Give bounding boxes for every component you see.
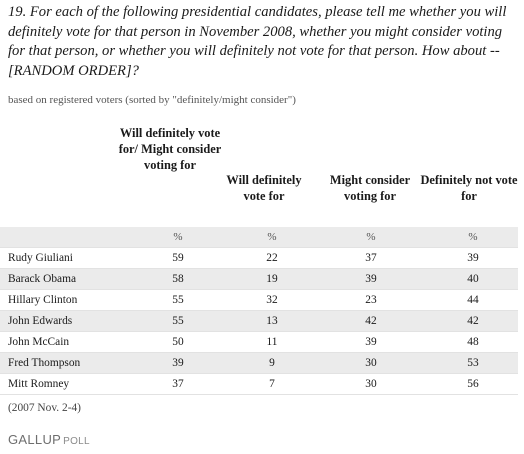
candidate-name: Fred Thompson (0, 352, 126, 374)
table-row: Mitt Romney 37 7 30 56 (0, 373, 518, 395)
unit-cell: % (314, 227, 428, 248)
gallup-poll-logo: GALLUP POLL (8, 432, 90, 447)
sample-note: based on registered voters (sorted by "d… (8, 94, 296, 106)
header-definitely: Will definitely vote for (226, 173, 302, 203)
candidate-name: Mitt Romney (0, 373, 126, 395)
value-might: 42 (314, 310, 428, 332)
question-text: 19. For each of the following presidenti… (8, 4, 507, 79)
unit-cell: % (428, 227, 518, 248)
value-definitely: 11 (230, 331, 314, 353)
candidate-name: Hillary Clinton (0, 289, 126, 311)
candidate-name: Rudy Giuliani (0, 247, 126, 269)
value-not: 40 (428, 268, 518, 290)
value-might: 37 (314, 247, 428, 269)
candidate-name: Barack Obama (0, 268, 126, 290)
value-combined: 58 (126, 268, 230, 290)
unit-row: % % % % (0, 227, 518, 248)
logo-brand: GALLUP (8, 432, 62, 447)
value-not: 48 (428, 331, 518, 353)
value-not: 39 (428, 247, 518, 269)
value-might: 39 (314, 268, 428, 290)
table-row: John Edwards 55 13 42 42 (0, 310, 518, 332)
value-definitely: 13 (230, 310, 314, 332)
table-row: Hillary Clinton 55 32 23 44 (0, 289, 518, 311)
value-combined: 59 (126, 247, 230, 269)
value-not: 42 (428, 310, 518, 332)
table-row: Rudy Giuliani 59 22 37 39 (0, 247, 518, 269)
value-combined: 55 (126, 289, 230, 311)
value-definitely: 9 (230, 352, 314, 374)
value-might: 39 (314, 331, 428, 353)
table-row: Fred Thompson 39 9 30 53 (0, 352, 518, 374)
value-might: 30 (314, 352, 428, 374)
results-table: % % % % Rudy Giuliani 59 22 37 39 Barack… (0, 227, 518, 395)
survey-date: (2007 Nov. 2-4) (8, 402, 81, 414)
header-might-consider: Might consider voting for (329, 173, 411, 203)
table-row: Barack Obama 58 19 39 40 (0, 268, 518, 290)
header-definitely-not: Definitely not vote for (420, 173, 518, 203)
candidate-name: John Edwards (0, 310, 126, 332)
value-combined: 37 (126, 373, 230, 395)
table-row: John McCain 50 11 39 48 (0, 331, 518, 353)
value-might: 23 (314, 289, 428, 311)
unit-cell (0, 227, 126, 248)
value-not: 53 (428, 352, 518, 374)
header-combined: Will definitely vote for/ Might consider… (118, 126, 222, 172)
value-definitely: 22 (230, 247, 314, 269)
unit-cell: % (230, 227, 314, 248)
value-combined: 39 (126, 352, 230, 374)
value-might: 30 (314, 373, 428, 395)
value-combined: 55 (126, 310, 230, 332)
value-definitely: 19 (230, 268, 314, 290)
unit-cell: % (126, 227, 230, 248)
value-definitely: 32 (230, 289, 314, 311)
candidate-name: John McCain (0, 331, 126, 353)
value-definitely: 7 (230, 373, 314, 395)
logo-suffix: POLL (63, 436, 90, 447)
value-not: 56 (428, 373, 518, 395)
value-combined: 50 (126, 331, 230, 353)
value-not: 44 (428, 289, 518, 311)
